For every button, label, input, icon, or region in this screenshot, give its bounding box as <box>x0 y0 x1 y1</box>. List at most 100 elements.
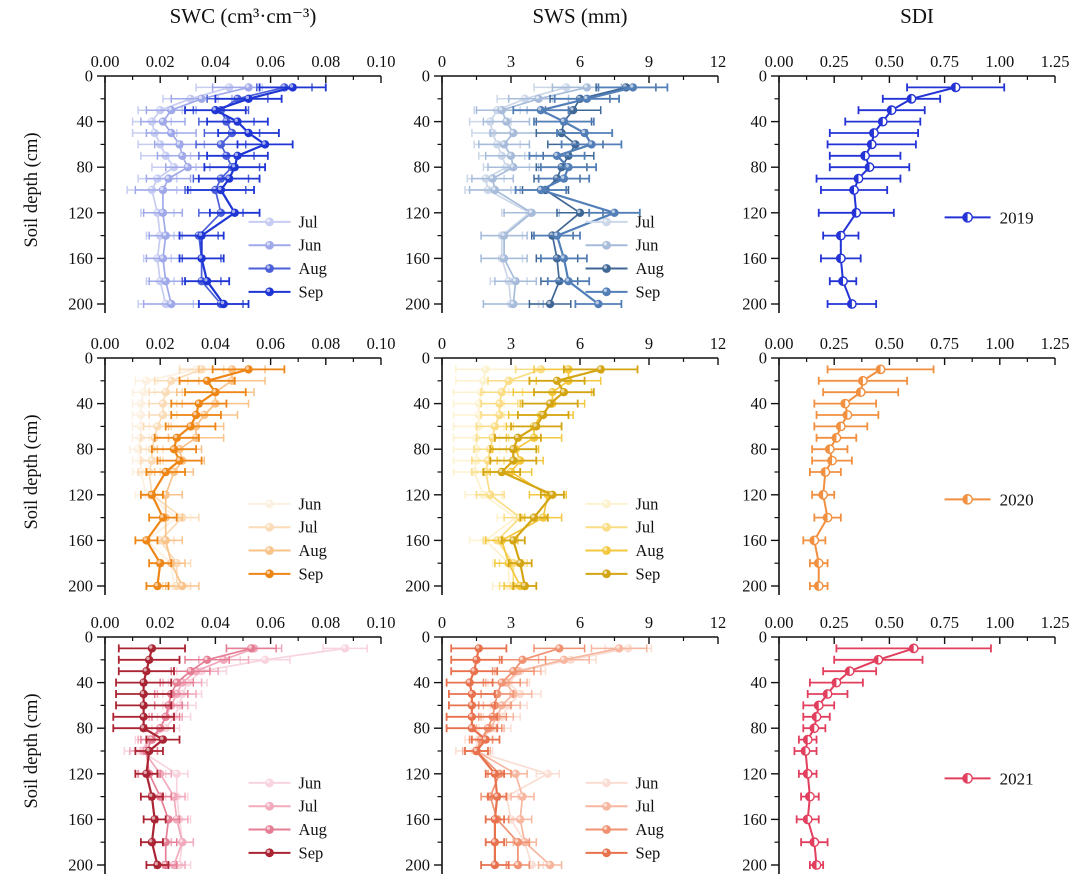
legend-label: Aug <box>299 259 327 278</box>
x-tick-label: 0.00 <box>91 334 120 353</box>
series-Aug <box>464 644 586 870</box>
y-tick-label: 40 <box>751 673 768 692</box>
panel-swc-2019: 0.00 0.02 0.04 0.06 0.08 0.10 0 40 80 120 160 200 Ju… <box>68 52 395 314</box>
y-tick-label: 160 <box>68 810 93 829</box>
series-Sep <box>134 365 286 591</box>
x-tick-label: 3 <box>507 334 515 353</box>
x-tick-label: 0.00 <box>91 52 120 71</box>
y-tick-label: 40 <box>414 112 431 131</box>
y-tick-label: 120 <box>742 203 767 222</box>
legend: Jun Jul Aug Sep <box>248 773 327 862</box>
legend-label: Jun <box>636 236 659 255</box>
x-tick-label: 0.04 <box>201 613 230 632</box>
legend: 2020 <box>944 490 1034 509</box>
legend-label: Jul <box>636 518 656 537</box>
y-tick-label: 200 <box>405 856 430 875</box>
x-tick-label: 0.06 <box>256 613 285 632</box>
legend-label: Jun <box>299 236 322 255</box>
legend-label: Aug <box>636 820 664 839</box>
y-tick-label: 160 <box>68 531 93 550</box>
series-Jul <box>137 365 225 591</box>
x-tick-label: 0.08 <box>311 613 340 632</box>
x-tick-label: 0.75 <box>930 52 959 71</box>
y-tick-label: 120 <box>405 764 430 783</box>
legend-label: Aug <box>299 820 327 839</box>
y-tick-label: 0 <box>85 67 93 86</box>
series-2021 <box>793 643 992 870</box>
series-Jun <box>452 365 535 591</box>
x-tick-label: 0.02 <box>146 52 175 71</box>
y-tick-label: 80 <box>751 158 768 177</box>
x-tick-label: 9 <box>645 334 653 353</box>
x-tick-label: 0.00 <box>91 613 120 632</box>
y-tick-label: 0 <box>759 628 767 647</box>
series-Jul <box>126 83 264 309</box>
y-tick-label: 0 <box>759 67 767 86</box>
y-tick-label: 40 <box>77 673 94 692</box>
x-tick-label: 9 <box>645 52 653 71</box>
x-tick-label: 12 <box>710 52 727 71</box>
x-tick-label: 0.00 <box>765 52 794 71</box>
x-tick-label: 0.25 <box>820 52 849 71</box>
legend-label: Jul <box>299 518 319 537</box>
series-Aug <box>134 644 277 870</box>
axes: 0.00 0.25 0.50 0.75 1.00 1.25 0 40 80 120 160 200 <box>742 52 1069 314</box>
y-tick-label: 40 <box>414 394 431 413</box>
x-tick-label: 0.10 <box>367 52 396 71</box>
y-tick-label: 0 <box>85 349 93 368</box>
legend: 2021 <box>944 769 1034 788</box>
series-Jun <box>123 644 368 870</box>
x-tick-label: 1.00 <box>985 52 1014 71</box>
x-tick-label: 6 <box>576 52 584 71</box>
series-Sep <box>482 365 639 591</box>
legend-label: Aug <box>636 541 664 560</box>
x-tick-label: 0.02 <box>146 334 175 353</box>
panel-sdi-2021: 0.00 0.25 0.50 0.75 1.00 1.25 0 40 80 120 160 200 20… <box>742 613 1069 875</box>
x-tick-label: 3 <box>507 613 515 632</box>
y-tick-label: 160 <box>742 531 767 550</box>
x-tick-label: 0.04 <box>201 334 230 353</box>
y-tick-label: 120 <box>68 764 93 783</box>
legend-label: 2021 <box>1000 769 1034 788</box>
y-tick-label: 120 <box>68 485 93 504</box>
y-tick-label: 120 <box>405 485 430 504</box>
legend-label: Jun <box>636 773 659 792</box>
legend: Jul Jun Aug Sep <box>585 212 664 301</box>
legend: 2019 <box>944 208 1034 227</box>
x-tick-label: 0.50 <box>875 613 904 632</box>
series-Jun <box>134 83 286 309</box>
y-tick-label: 200 <box>68 856 93 875</box>
legend: Jun Jul Aug Sep <box>585 494 664 583</box>
legend-label: Jun <box>299 773 322 792</box>
y-tick-label: 120 <box>68 203 93 222</box>
y-tick-label: 120 <box>742 485 767 504</box>
x-tick-label: 0.75 <box>930 334 959 353</box>
series-2019 <box>815 82 1006 309</box>
y-tick-label: 120 <box>742 764 767 783</box>
y-tick-label: 0 <box>422 67 430 86</box>
x-tick-label: 0.08 <box>311 52 340 71</box>
x-tick-label: 1.25 <box>1041 334 1070 353</box>
y-tick-label: 80 <box>414 158 431 177</box>
x-tick-label: 0 <box>438 334 446 353</box>
legend-label: Jul <box>299 212 319 231</box>
legend: Jul Jun Aug Sep <box>248 212 327 301</box>
y-tick-label: 80 <box>751 440 768 459</box>
axes: 0.00 0.25 0.50 0.75 1.00 1.25 0 40 80 120 160 200 <box>742 334 1069 596</box>
y-tick-label: 200 <box>68 295 93 314</box>
x-tick-label: 0 <box>438 613 446 632</box>
series-Sep <box>112 644 186 870</box>
column-title-swc: SWC (cm³·cm⁻³) <box>169 4 317 28</box>
panel-swc-2020: 0.00 0.02 0.04 0.06 0.08 0.10 0 40 80 120 160 200 Ju… <box>68 334 395 596</box>
legend-label: 2020 <box>1000 490 1034 509</box>
legend-label: 2019 <box>1000 208 1034 227</box>
x-tick-label: 0.25 <box>820 334 849 353</box>
legend-label: Jun <box>299 494 322 513</box>
legend-label: Sep <box>636 843 661 862</box>
y-axis-label-row2: Soil depth (cm) <box>22 414 42 530</box>
series-Sep <box>512 83 669 309</box>
